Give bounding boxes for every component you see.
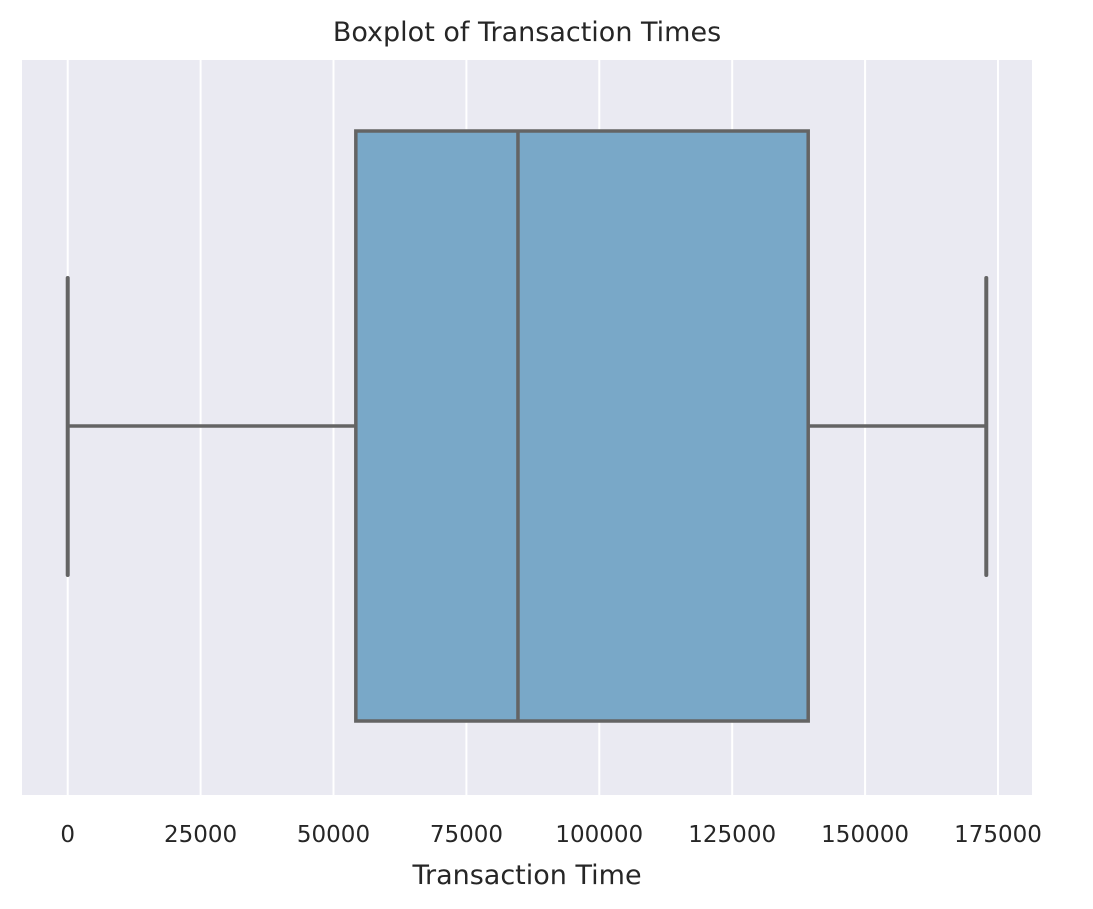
x-tick-label: 75000	[430, 822, 503, 848]
x-tick-label: 25000	[164, 822, 237, 848]
x-tick-labels: 0 25000 50000 75000 100000 125000 150000 175000	[60, 822, 1041, 848]
x-tick-label: 125000	[688, 822, 776, 848]
box-element	[65, 129, 989, 723]
iqr-box	[354, 129, 810, 723]
chart-title: Boxplot of Transaction Times	[333, 17, 721, 48]
x-tick-label: 100000	[555, 822, 643, 848]
x-tick-label: 50000	[297, 822, 370, 848]
x-tick-label: 150000	[821, 822, 909, 848]
x-tick-label: 175000	[954, 822, 1042, 848]
x-axis-label: Transaction Time	[411, 860, 641, 891]
x-tick-label: 0	[60, 822, 75, 848]
